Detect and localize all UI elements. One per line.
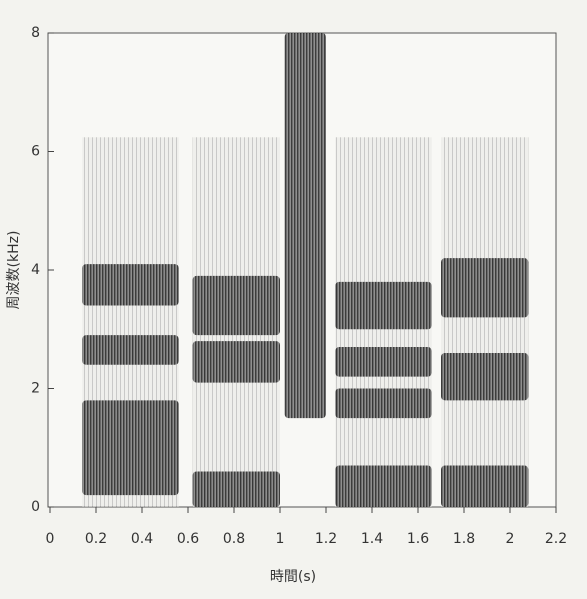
y-tick-label: 4 xyxy=(31,262,40,278)
x-tick-label: 0.2 xyxy=(85,531,107,547)
energy-band xyxy=(335,281,432,330)
energy-band xyxy=(335,388,432,419)
x-tick-label: 1.2 xyxy=(315,531,337,547)
x-tick-label: 2.2 xyxy=(545,531,567,547)
energy-band xyxy=(284,33,326,419)
y-tick-label: 8 xyxy=(31,25,40,41)
x-axis-label: 時間(s) xyxy=(270,569,316,585)
energy-band xyxy=(192,341,280,383)
x-tick-label: 1.4 xyxy=(361,531,383,547)
x-tick-label: 1 xyxy=(276,531,285,547)
haze xyxy=(441,137,529,507)
energy-band xyxy=(192,275,280,336)
energy-band xyxy=(82,400,179,496)
energy-band xyxy=(335,465,432,507)
x-tick-label: 2 xyxy=(506,531,515,547)
energy-band xyxy=(82,335,179,365)
x-tick-label: 1.8 xyxy=(453,531,475,547)
energy-band xyxy=(335,347,432,377)
y-axis-label: 周波数(kHz) xyxy=(6,231,22,310)
x-tick-label: 0.4 xyxy=(131,531,153,547)
energy-band xyxy=(441,352,529,401)
y-tick-label: 2 xyxy=(31,381,40,397)
y-tick-label: 6 xyxy=(31,144,40,160)
energy-band xyxy=(82,264,179,306)
energy-band xyxy=(441,465,529,507)
x-tick-label: 0.6 xyxy=(177,531,199,547)
energy-band xyxy=(441,258,529,318)
x-tick-label: 1.6 xyxy=(407,531,429,547)
x-tick-label: 0 xyxy=(46,531,55,547)
x-tick-label: 0.8 xyxy=(223,531,245,547)
energy-band xyxy=(192,471,280,507)
y-tick-label: 0 xyxy=(31,499,40,515)
